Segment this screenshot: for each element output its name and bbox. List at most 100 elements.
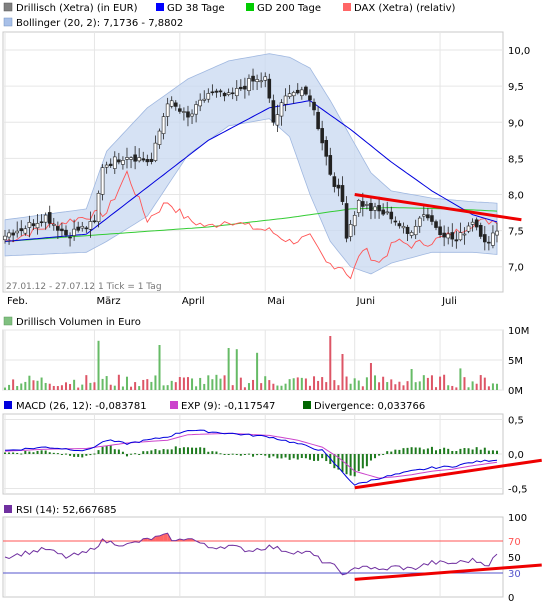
- candle-body: [60, 228, 64, 232]
- candle: [255, 74, 259, 90]
- volume-bar: [475, 383, 478, 390]
- candle: [64, 225, 68, 238]
- candle: [458, 222, 463, 242]
- divergence-bar: [256, 454, 259, 456]
- divergence-bar: [227, 454, 230, 455]
- candle-body: [247, 78, 251, 91]
- candle: [409, 230, 414, 239]
- divergence-bar: [252, 454, 255, 457]
- candle-body: [129, 157, 133, 160]
- divergence-bar: [422, 449, 425, 454]
- candle: [442, 225, 446, 247]
- candle-body: [271, 100, 276, 123]
- candle: [422, 205, 426, 222]
- candle-body: [356, 200, 361, 213]
- divergence-bar: [284, 454, 287, 458]
- divergence-bar: [178, 448, 181, 454]
- candle-body: [169, 100, 174, 107]
- volume-bar: [223, 375, 226, 390]
- volume-bar: [130, 386, 133, 390]
- candle-body: [259, 80, 263, 83]
- divergence-bar: [459, 448, 462, 454]
- candle: [397, 220, 402, 229]
- divergence-bar: [4, 452, 6, 454]
- volume-bar: [284, 383, 287, 390]
- volume-bar: [158, 345, 161, 390]
- candle: [430, 209, 434, 226]
- candle: [413, 219, 418, 240]
- volume-bar: [386, 382, 389, 390]
- candle: [389, 206, 394, 224]
- candle-body: [255, 79, 259, 82]
- candle-body: [234, 88, 239, 97]
- divergence-bar: [292, 454, 295, 459]
- divergence-bar: [77, 454, 80, 457]
- candle-body: [487, 241, 491, 244]
- divergence-bar: [36, 450, 39, 454]
- candle-body: [68, 236, 72, 239]
- volume-bar: [459, 368, 462, 390]
- volume-bar: [483, 377, 486, 390]
- candle: [206, 88, 211, 103]
- candle-body: [80, 226, 85, 229]
- volume-bar: [44, 382, 47, 390]
- divergence-bar: [8, 452, 11, 454]
- candle: [108, 158, 113, 168]
- candle-body: [340, 185, 345, 202]
- volume-bar: [491, 383, 494, 390]
- candle-body: [495, 230, 499, 236]
- candle: [43, 212, 48, 230]
- candle: [348, 219, 353, 242]
- candle: [39, 214, 44, 227]
- divergence-bar: [414, 447, 417, 454]
- divergence-bar: [16, 452, 19, 454]
- candle-body: [328, 155, 333, 175]
- rsi-tick-label: 0: [508, 593, 514, 604]
- candle-body: [104, 164, 109, 168]
- volume-bar: [256, 352, 259, 390]
- volume-bar: [496, 383, 498, 390]
- volume-bar: [4, 387, 6, 390]
- volume-bar: [215, 374, 218, 390]
- volume-bars: [4, 336, 498, 390]
- candle: [417, 215, 422, 233]
- candle: [365, 201, 369, 210]
- divergence-bar: [386, 451, 389, 454]
- divergence-bar: [451, 450, 454, 454]
- candle: [450, 223, 455, 247]
- divergence-bar: [150, 450, 153, 454]
- candle: [7, 229, 11, 245]
- divergence-bar: [426, 448, 429, 454]
- divergence-bar: [365, 454, 368, 467]
- candle-body: [157, 130, 162, 145]
- volume-bar: [260, 383, 263, 390]
- candle-body: [381, 209, 385, 215]
- candle: [27, 215, 32, 238]
- candle-body: [300, 89, 304, 97]
- divergence-bar: [435, 450, 438, 454]
- divergence-bar: [361, 454, 364, 469]
- divergence-bar: [207, 451, 210, 454]
- legend-item-exp: EXP (9): -0,117547: [170, 401, 275, 412]
- volume-tick-label: 0M: [508, 386, 523, 397]
- price-tick-label: 8,5: [508, 154, 524, 165]
- candle: [161, 112, 166, 140]
- candle-body: [72, 228, 76, 236]
- candle: [474, 217, 479, 231]
- divergence-bar: [333, 454, 336, 469]
- candle: [145, 154, 150, 166]
- candle: [218, 88, 223, 97]
- candle-body: [121, 160, 125, 165]
- divergence-bar: [406, 447, 409, 454]
- candle: [300, 86, 304, 100]
- divergence-bar: [56, 453, 59, 455]
- divergence-bar: [390, 451, 393, 454]
- candle: [100, 164, 105, 201]
- volume-bar: [378, 382, 381, 390]
- divergence-bar: [402, 448, 405, 454]
- candle: [271, 94, 276, 126]
- volume-bar: [178, 377, 181, 390]
- divergence-bar: [174, 446, 177, 454]
- candle: [344, 196, 349, 243]
- divergence-bar: [40, 450, 43, 454]
